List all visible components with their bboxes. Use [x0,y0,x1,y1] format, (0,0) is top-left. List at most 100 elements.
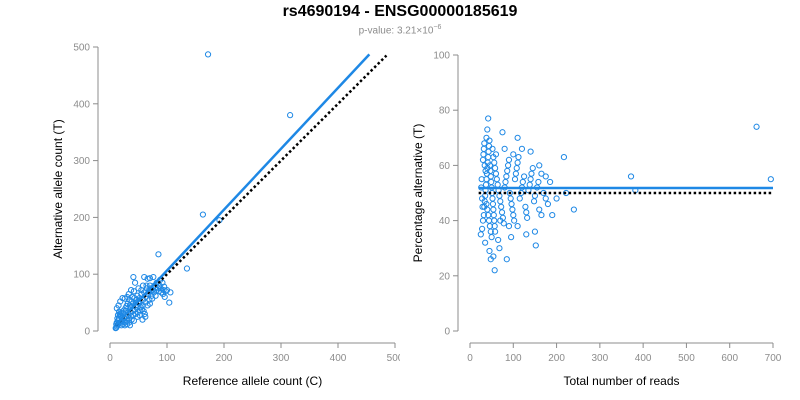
data-point [161,293,168,301]
data-point [498,203,505,210]
data-point [538,170,545,177]
data-point [479,225,486,232]
data-point [508,200,515,208]
data-point [526,181,533,188]
data-point [114,315,121,322]
data-point [513,165,520,172]
x-tick-label: 0 [467,353,473,364]
data-point [142,313,149,320]
data-point [504,167,511,175]
data-point [515,154,522,161]
data-point [140,308,147,315]
y-tick-label: 20 [439,271,451,282]
data-point [143,282,150,289]
data-point [138,287,145,294]
allele-count-scatter-plot: 0 100 200 300 400 500 0 100 200 300 400 500 Referenc… [51,43,400,389]
data-point [490,253,497,260]
data-point [509,206,516,213]
data-point [492,151,500,158]
data-point [114,311,122,319]
data-point [527,148,534,155]
y-axis-label: Alternative allele count (T) [51,119,65,258]
data-point [519,178,526,186]
data-point [536,206,543,213]
data-point [767,176,774,183]
data-point [544,200,552,208]
data-point [483,134,490,141]
data-point [542,195,549,202]
data-point [514,223,521,230]
x-tick-label: 200 [548,353,565,364]
data-point [503,173,510,180]
data-point [495,236,502,244]
data-point [514,159,521,166]
data-point [549,211,556,219]
data-point [516,195,523,202]
data-point [480,151,487,158]
data-point [530,198,538,205]
y-tick-label: 200 [73,213,90,224]
data-point [498,209,506,216]
subtitle-prefix: p-value: 3.21×10 [358,25,434,37]
data-point [150,273,157,281]
y-tick-label: 0 [84,327,90,338]
data-point [204,51,212,58]
y-tick-label: 80 [439,106,451,117]
data-point [535,178,542,186]
data-point [484,126,491,133]
data-point [492,165,499,172]
x-tick-label: 300 [273,353,290,364]
y-tick-label: 100 [73,270,90,281]
data-point [126,322,134,329]
data-point [501,145,508,152]
data-point [199,211,207,218]
data-point [499,129,506,136]
data-point [479,156,487,163]
data-point [482,167,489,175]
fit-line [114,53,371,327]
data-point [527,176,534,183]
x-tick-label: 700 [765,353,782,364]
data-point [570,206,577,213]
data-point [504,162,512,169]
data-point [531,228,539,235]
data-point [491,159,498,166]
x-axis-label: Total number of reads [563,374,679,388]
data-point [528,170,535,177]
data-point [507,195,514,202]
data-point [491,217,498,224]
data-point [502,178,509,186]
data-point [536,162,543,169]
x-tick-label: 0 [107,353,113,364]
data-point [497,198,504,205]
y-tick-label: 0 [444,327,450,338]
y-axis-label: Percentage alternative (T) [411,124,425,263]
data-point [523,209,530,216]
data-point [136,311,143,319]
data-point [508,234,515,241]
data-point [146,275,153,282]
data-point [488,234,495,241]
data-point [491,267,498,274]
data-point [154,284,161,291]
x-axis-label: Reference allele count (C) [183,374,322,388]
x-tick-label: 600 [721,353,738,364]
chart-title: rs4690194 - ENSG00000185619 [282,3,518,20]
data-point [500,220,507,227]
data-point [287,112,294,119]
data-point [482,239,489,246]
data-point [518,145,526,152]
data-point [523,231,530,238]
data-point [546,178,554,186]
data-point [480,145,487,152]
data-point [131,279,139,286]
data-point [496,245,503,252]
data-point [492,228,499,235]
data-point [511,217,518,224]
data-point [480,211,487,219]
x-tick-label: 500 [678,353,695,364]
x-tick-label: 200 [216,353,233,364]
data-point [183,265,191,272]
data-point [149,295,156,302]
